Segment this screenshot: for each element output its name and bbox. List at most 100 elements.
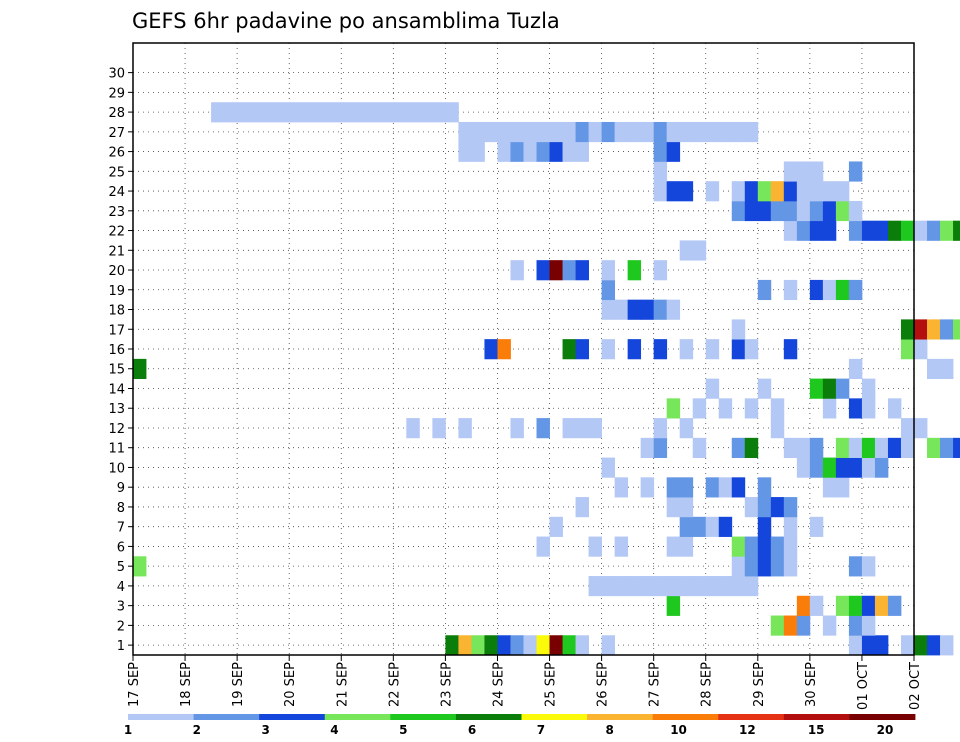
heatmap-cell [705, 181, 720, 202]
heatmap-cell [796, 200, 811, 222]
heatmap-cell [796, 181, 811, 202]
y-tick-label: 16 [108, 343, 125, 358]
heatmap-cell [679, 121, 694, 143]
y-tick-label: 30 [108, 67, 125, 82]
heatmap-cell [640, 477, 655, 498]
y-tick-label: 2 [117, 619, 125, 634]
x-tick-label: 27 SEP [648, 662, 663, 707]
y-tick-label: 26 [108, 146, 125, 161]
heatmap-cell [718, 477, 733, 498]
heatmap-cell [523, 635, 537, 656]
heatmap-cell [523, 141, 537, 162]
heatmap-cell [809, 200, 824, 222]
heatmap-cell [380, 102, 394, 123]
heatmap-cell [640, 437, 655, 458]
heatmap-cell [328, 102, 342, 123]
heatmap-cell [744, 497, 759, 518]
y-tick-label: 9 [117, 481, 125, 496]
heatmap-cell [848, 200, 863, 222]
heatmap-cell [458, 121, 472, 143]
heatmap-cell [666, 299, 681, 320]
heatmap-cell [562, 418, 576, 439]
heatmap-cell [848, 220, 863, 241]
heatmap-cell [250, 102, 264, 123]
heatmap-cell [900, 339, 915, 360]
heatmap-cell [575, 635, 589, 656]
heatmap-cell [927, 358, 941, 380]
heatmap-cell [679, 536, 694, 557]
heatmap-cell [484, 339, 498, 360]
heatmap-cell [666, 181, 681, 202]
heatmap-cell [666, 536, 681, 557]
heatmap-cells [133, 102, 960, 656]
y-tick-label: 24 [108, 185, 125, 200]
heatmap-cell [588, 576, 602, 597]
heatmap-cell [679, 418, 694, 439]
y-tick-label: 22 [108, 225, 125, 240]
y-tick-label: 8 [117, 501, 125, 516]
heatmap-cell [861, 556, 876, 577]
heatmap-cell [940, 319, 954, 340]
heatmap-cell [692, 516, 707, 537]
colorbar-swatch [718, 714, 785, 720]
heatmap-cell [822, 398, 837, 419]
heatmap-cell [914, 220, 928, 241]
heatmap-cell [874, 220, 889, 241]
colorbar-tick-label: 7 [537, 723, 545, 737]
heatmap-cell [679, 240, 694, 261]
heatmap-cell [562, 339, 576, 360]
colorbar-tick-label: 12 [739, 723, 756, 737]
heatmap-cell [679, 516, 694, 537]
heatmap-cell [861, 398, 876, 419]
heatmap-cell [809, 516, 824, 537]
heatmap-cell [835, 200, 850, 222]
heatmap-cell [770, 418, 785, 439]
heatmap-cell [757, 556, 772, 577]
heatmap-cell [614, 536, 629, 557]
heatmap-cell [718, 576, 733, 597]
heatmap-cell [510, 141, 524, 162]
y-tick-label: 4 [117, 580, 125, 595]
heatmap-cell [276, 102, 290, 123]
heatmap-cell [731, 339, 746, 360]
heatmap-cell [536, 536, 550, 557]
heatmap-cell [588, 418, 602, 439]
heatmap-cell [848, 437, 863, 458]
heatmap-cell [887, 437, 902, 458]
chart-title: GEFS 6hr padavine po ansamblima Tuzla [132, 9, 560, 33]
heatmap-cell [666, 576, 681, 597]
heatmap-cell [822, 615, 837, 636]
x-tick-label: 22 SEP [387, 662, 402, 707]
heatmap-cell [458, 418, 472, 439]
heatmap-cell [927, 220, 941, 241]
y-tick-label: 18 [108, 304, 125, 319]
colorbar-tick-label: 20 [877, 723, 894, 737]
colorbar-tick-label: 1 [124, 723, 132, 737]
heatmap-cell [549, 516, 563, 537]
colorbar-swatch [783, 714, 850, 720]
heatmap-cell [640, 121, 655, 143]
heatmap-cell [783, 200, 798, 222]
heatmap-cell [887, 398, 902, 419]
y-tick-label: 28 [108, 106, 125, 121]
heatmap-cell [822, 200, 837, 222]
heatmap-cell [237, 102, 251, 123]
heatmap-cell [835, 595, 850, 616]
heatmap-cell [471, 635, 485, 656]
heatmap-cell [666, 121, 681, 143]
heatmap-cell [835, 279, 850, 301]
heatmap-cell [705, 516, 720, 537]
y-tick-label: 12 [108, 422, 125, 437]
heatmap-cell [653, 576, 668, 597]
heatmap-cell [770, 536, 785, 557]
heatmap-cell [914, 319, 928, 340]
x-tick-label: 26 SEP [596, 662, 611, 707]
heatmap-cell [653, 260, 668, 281]
y-tick-label: 27 [108, 126, 125, 141]
heatmap-cell [796, 161, 811, 182]
heatmap-cell [666, 497, 681, 518]
heatmap-cell [874, 595, 889, 616]
heatmap-cell [302, 102, 316, 123]
colorbar-tick-label: 4 [330, 723, 338, 737]
heatmap-cell [588, 536, 602, 557]
